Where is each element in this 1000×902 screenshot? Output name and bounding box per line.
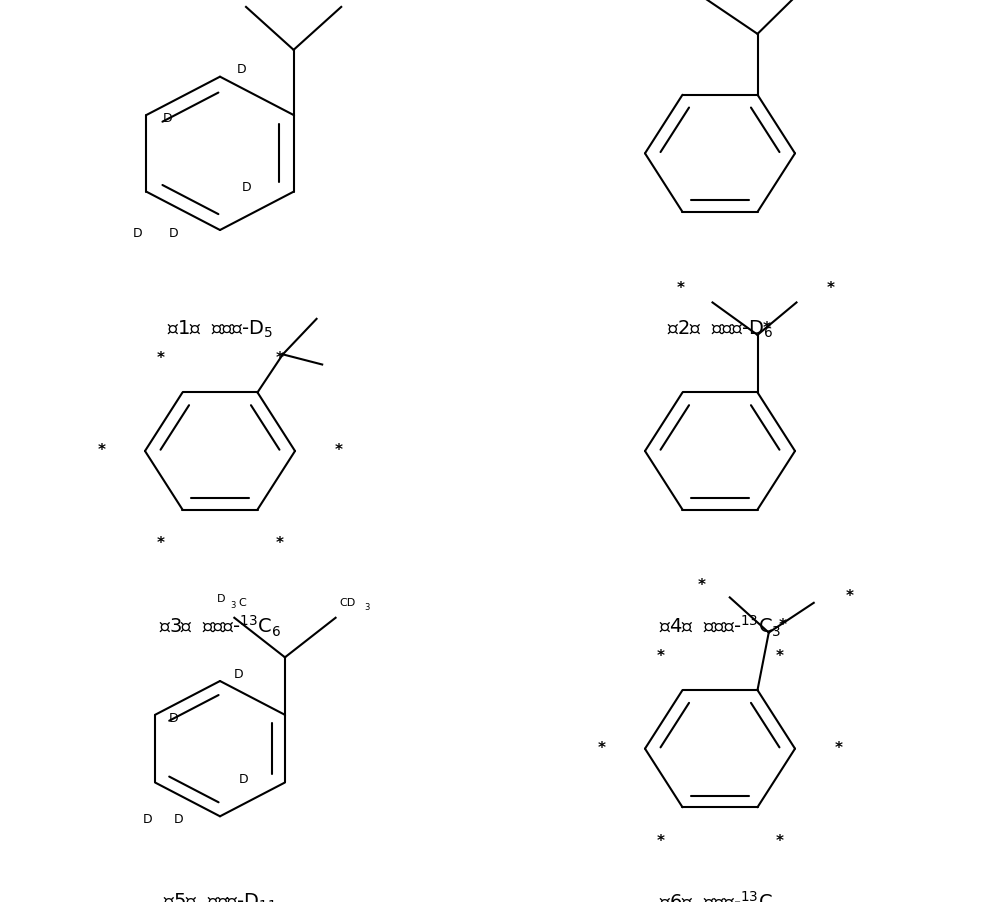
- Text: D: D: [143, 814, 152, 826]
- Text: （2）  异丙苯-D$_{6}$: （2） 异丙苯-D$_{6}$: [667, 318, 773, 340]
- Text: 3: 3: [230, 601, 235, 610]
- Text: （5）  异丙苯-D$_{11}$: （5） 异丙苯-D$_{11}$: [163, 891, 277, 902]
- Text: C: C: [239, 598, 247, 608]
- Text: *: *: [834, 741, 842, 756]
- Text: *: *: [275, 351, 283, 366]
- Text: *: *: [657, 649, 665, 664]
- Text: *: *: [826, 281, 834, 297]
- Text: *: *: [98, 444, 106, 458]
- Text: （3）  异丙苯-$^{13}$C$_{6}$: （3） 异丙苯-$^{13}$C$_{6}$: [159, 614, 281, 640]
- Text: *: *: [157, 351, 165, 366]
- Text: *: *: [157, 536, 165, 551]
- Text: D: D: [133, 227, 143, 240]
- Text: *: *: [775, 833, 783, 849]
- Text: D: D: [169, 712, 179, 724]
- Text: *: *: [657, 833, 665, 849]
- Text: *: *: [778, 618, 786, 633]
- Text: *: *: [677, 281, 685, 297]
- Text: *: *: [334, 444, 342, 458]
- Text: *: *: [597, 741, 605, 756]
- Text: D: D: [242, 181, 252, 194]
- Text: *: *: [275, 536, 283, 551]
- Text: （6）  异丙苯-$^{13}$C$_{9}$: （6） 异丙苯-$^{13}$C$_{9}$: [659, 889, 781, 902]
- Text: *: *: [763, 320, 770, 336]
- Text: D: D: [236, 62, 246, 76]
- Text: D: D: [234, 667, 244, 681]
- Text: D: D: [239, 773, 249, 786]
- Text: D: D: [163, 113, 172, 125]
- Text: 3: 3: [364, 603, 369, 612]
- Text: D: D: [168, 227, 178, 240]
- Text: D: D: [174, 814, 184, 826]
- Text: （4）  异丙苯-$^{13}$C$_{3}$: （4） 异丙苯-$^{13}$C$_{3}$: [659, 614, 781, 640]
- Text: CD: CD: [339, 598, 356, 608]
- Text: *: *: [846, 588, 854, 603]
- Text: D: D: [217, 594, 225, 604]
- Text: （1）  异丙苯-D$_{5}$: （1） 异丙苯-D$_{5}$: [167, 318, 273, 340]
- Text: *: *: [697, 577, 705, 593]
- Text: *: *: [775, 649, 783, 664]
